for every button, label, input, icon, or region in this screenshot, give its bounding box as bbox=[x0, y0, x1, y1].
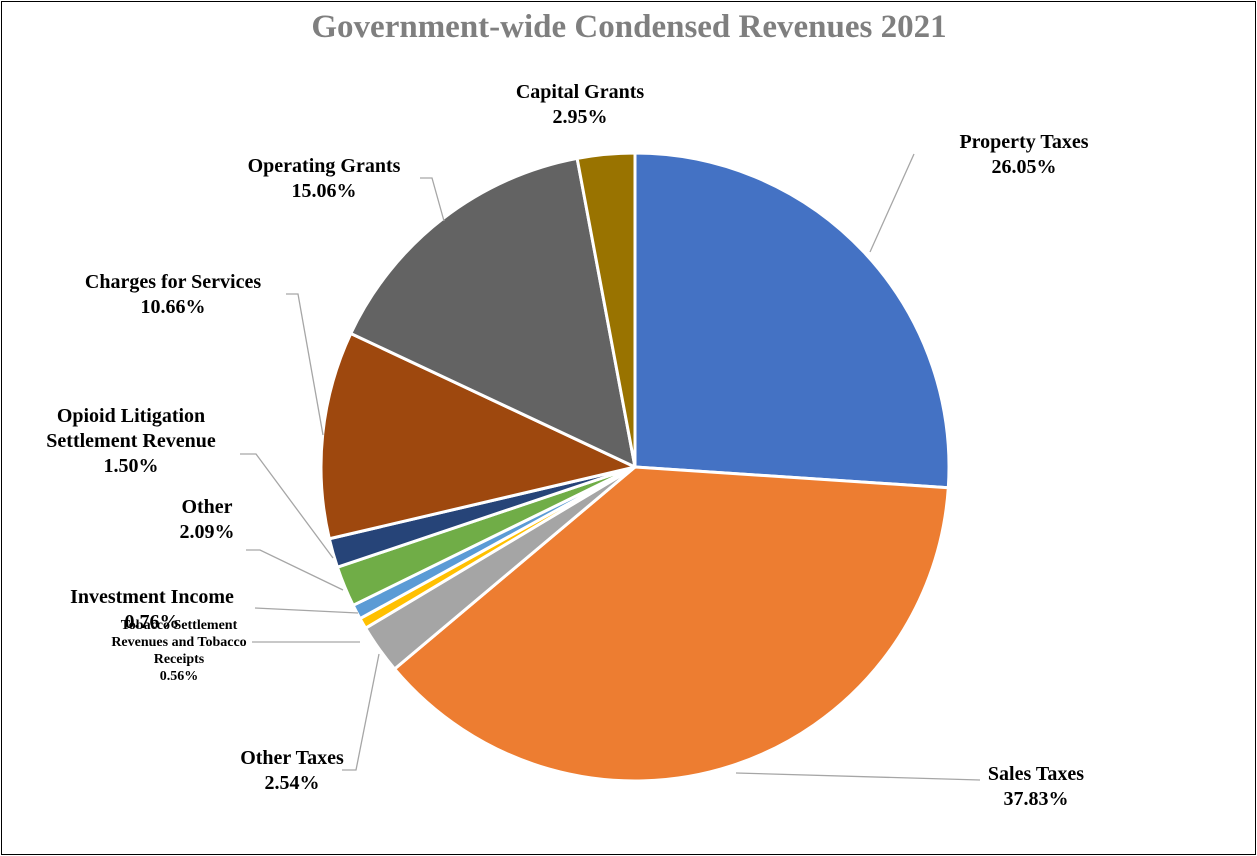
slice-label-capital-grants: Capital Grants 2.95% bbox=[516, 81, 645, 128]
slice-label-charges-for-services: Charges for Services 10.66% bbox=[85, 271, 261, 318]
slice-label-property-taxes: Property Taxes 26.05% bbox=[959, 131, 1088, 178]
slice-value-label: 26.05% bbox=[992, 156, 1057, 178]
leader-line-operating-grants bbox=[420, 177, 445, 222]
slice-name-label: Revenues and Tobacco bbox=[111, 635, 246, 650]
slice-name-label: Tobacco Settlement bbox=[121, 618, 238, 633]
slice-value-label: 2.09% bbox=[180, 521, 235, 543]
leader-line-sales-taxes bbox=[735, 772, 981, 781]
slice-name-label: Capital Grants bbox=[516, 81, 645, 103]
leader-line-property-taxes bbox=[869, 153, 915, 253]
slice-value-label: 10.66% bbox=[141, 296, 206, 318]
slice-name-label: Investment Income bbox=[70, 586, 234, 608]
slice-label-other: Other 2.09% bbox=[180, 496, 235, 543]
slice-label-sales-taxes: Sales Taxes 37.83% bbox=[988, 763, 1084, 810]
leader-line-other bbox=[246, 549, 344, 591]
slice-label-investment-income: Investment Income 0.76% bbox=[70, 586, 234, 633]
pie-slice-capital-grants bbox=[575, 151, 637, 469]
leader-line-investment-income bbox=[254, 607, 359, 614]
slice-value-label: 0.56% bbox=[160, 669, 199, 684]
slice-name-label: Settlement Revenue bbox=[46, 430, 216, 452]
slice-value-label: 37.83% bbox=[1004, 788, 1069, 810]
pie-slice-sales-taxes bbox=[393, 465, 950, 783]
slice-name-label: Opioid Litigation bbox=[57, 405, 205, 427]
slice-label-tobacco-settlement-revenues-and-tobacco-receipts: Tobacco Settlement Revenues and Tobacco Re… bbox=[111, 618, 246, 684]
slice-name-label: Property Taxes bbox=[959, 131, 1088, 153]
slice-label-operating-grants: Operating Grants 15.06% bbox=[248, 155, 401, 202]
slice-value-label: 2.54% bbox=[265, 772, 320, 794]
pie-slice-property-taxes bbox=[633, 151, 951, 490]
slice-labels: Property Taxes 26.05% Sales Taxes 37.83% Oth… bbox=[46, 81, 1088, 810]
slice-label-opioid-litigation-settlement-revenue: Opioid Litigation Settlement Revenue 1.50% bbox=[46, 405, 216, 477]
slice-name-label: Other bbox=[181, 496, 232, 518]
slice-name-label: Receipts bbox=[154, 652, 205, 667]
slice-label-other-taxes: Other Taxes 2.54% bbox=[240, 747, 344, 794]
leader-lines bbox=[240, 153, 981, 781]
slice-name-label: Other Taxes bbox=[240, 747, 344, 769]
slice-value-label: 2.95% bbox=[553, 106, 608, 128]
pie-slices bbox=[319, 151, 951, 783]
slice-value-label: 15.06% bbox=[292, 180, 357, 202]
slice-value-label: 0.76% bbox=[125, 611, 180, 633]
slice-name-label: Operating Grants bbox=[248, 155, 401, 177]
leader-line-charges-for-services bbox=[286, 293, 324, 436]
leader-line-other-taxes bbox=[342, 653, 380, 771]
slice-name-label: Charges for Services bbox=[85, 271, 261, 293]
chart-title: Government-wide Condensed Revenues 2021 bbox=[311, 9, 946, 45]
slice-value-label: 1.50% bbox=[104, 455, 159, 477]
slice-name-label: Sales Taxes bbox=[988, 763, 1084, 785]
leader-line-opioid-litigation-settlement-revenue bbox=[240, 453, 334, 559]
